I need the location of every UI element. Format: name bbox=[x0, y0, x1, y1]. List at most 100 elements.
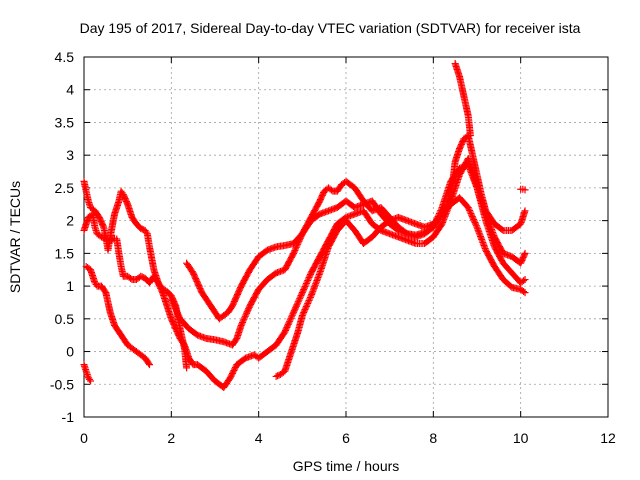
data-point bbox=[296, 295, 304, 303]
data-point bbox=[306, 295, 314, 303]
data-point bbox=[87, 377, 95, 385]
data-point bbox=[286, 317, 294, 325]
data-point bbox=[169, 300, 177, 308]
data-point bbox=[239, 317, 247, 325]
data-point bbox=[282, 326, 290, 334]
data-point bbox=[294, 299, 302, 307]
data-point bbox=[294, 298, 302, 306]
data-point bbox=[304, 275, 312, 283]
x-tick-label: 8 bbox=[429, 430, 437, 446]
data-point bbox=[243, 308, 251, 316]
data-point bbox=[302, 302, 310, 310]
data-point bbox=[471, 219, 479, 227]
data-point bbox=[183, 364, 191, 372]
data-point bbox=[174, 310, 182, 318]
x-axis-label: GPS time / hours bbox=[293, 458, 400, 474]
data-point bbox=[292, 243, 300, 251]
data-point bbox=[244, 306, 252, 314]
data-point bbox=[298, 289, 306, 297]
data-point bbox=[288, 311, 296, 319]
data-point bbox=[290, 307, 298, 315]
y-tick-label: 2 bbox=[66, 213, 74, 229]
chart-title: Day 195 of 2017, Sidereal Day-to-day VTE… bbox=[80, 20, 581, 36]
data-point bbox=[306, 272, 314, 280]
series-arc-6 bbox=[167, 161, 529, 349]
data-point bbox=[520, 277, 528, 285]
y-tick-label: 0 bbox=[66, 344, 74, 360]
data-point bbox=[520, 288, 528, 296]
x-tick-label: 12 bbox=[600, 430, 616, 446]
data-point bbox=[291, 246, 299, 254]
data-point bbox=[168, 297, 176, 305]
data-point bbox=[303, 301, 311, 309]
data-point bbox=[304, 298, 312, 306]
data-point bbox=[239, 318, 247, 326]
data-point bbox=[466, 132, 474, 140]
data-point bbox=[302, 281, 310, 289]
data-point bbox=[468, 211, 476, 219]
data-point bbox=[298, 290, 306, 298]
data-point bbox=[284, 320, 292, 328]
data-point bbox=[289, 310, 297, 318]
data-point bbox=[304, 277, 312, 285]
data-point bbox=[292, 302, 300, 310]
data-point bbox=[173, 309, 181, 317]
data-point bbox=[472, 220, 480, 228]
series-arc-9 bbox=[517, 185, 529, 194]
data-point bbox=[521, 207, 529, 215]
data-point bbox=[302, 304, 310, 312]
data-point bbox=[465, 205, 473, 213]
data-point bbox=[468, 213, 476, 221]
data-point bbox=[294, 239, 302, 247]
x-tick-label: 2 bbox=[167, 430, 175, 446]
data-point bbox=[175, 312, 183, 320]
data-point bbox=[298, 312, 306, 320]
data-point bbox=[466, 207, 474, 215]
data-point bbox=[464, 204, 472, 212]
series-arc-3 bbox=[82, 262, 153, 369]
data-point bbox=[470, 217, 478, 225]
y-tick-label: 0.5 bbox=[55, 311, 75, 327]
data-point bbox=[521, 276, 529, 284]
data-point bbox=[297, 292, 305, 300]
data-point bbox=[167, 295, 175, 303]
data-point bbox=[288, 313, 296, 321]
y-tick-label: 3 bbox=[66, 147, 74, 163]
data-point bbox=[296, 236, 304, 244]
data-point bbox=[173, 307, 181, 315]
y-tick-label: -1 bbox=[62, 409, 75, 425]
data-point bbox=[467, 210, 475, 218]
data-point bbox=[299, 287, 307, 295]
x-tick-label: 6 bbox=[342, 430, 350, 446]
data-point bbox=[295, 237, 303, 245]
y-tick-label: 2.5 bbox=[55, 180, 75, 196]
y-tick-label: 1 bbox=[66, 278, 74, 294]
data-point bbox=[292, 304, 300, 312]
data-point bbox=[237, 321, 245, 329]
data-point bbox=[145, 359, 153, 367]
data-point bbox=[293, 242, 301, 250]
series-arc-4 bbox=[80, 361, 95, 385]
data-point bbox=[171, 303, 179, 311]
data-point bbox=[238, 320, 246, 328]
y-tick-label: 4.5 bbox=[55, 49, 75, 65]
data-point bbox=[300, 284, 308, 292]
data-point bbox=[521, 289, 529, 297]
data-point bbox=[142, 228, 150, 236]
data-point bbox=[283, 323, 291, 331]
data-point bbox=[285, 319, 293, 327]
data-point bbox=[470, 216, 478, 224]
data-point bbox=[292, 245, 300, 253]
data-point bbox=[146, 361, 153, 369]
data-point bbox=[306, 293, 314, 301]
data-point bbox=[498, 226, 506, 234]
y-tick-label: 4 bbox=[66, 82, 74, 98]
data-point bbox=[300, 286, 308, 294]
data-point bbox=[286, 316, 294, 324]
data-series bbox=[80, 60, 529, 392]
data-point bbox=[301, 283, 309, 291]
data-point bbox=[169, 298, 177, 306]
data-point bbox=[172, 306, 180, 314]
data-point bbox=[469, 214, 477, 222]
